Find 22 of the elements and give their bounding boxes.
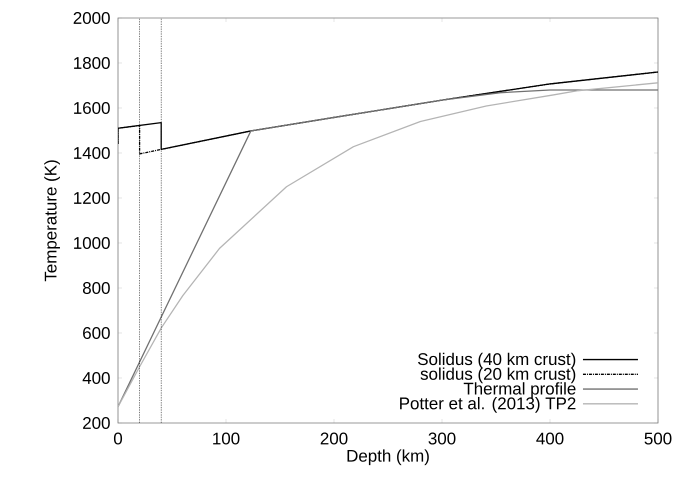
x-axis-title: Depth (km): [348, 449, 429, 466]
y-tick-label: 200: [83, 417, 110, 429]
legend-label: solidus (20 km crust): [420, 367, 576, 384]
y-tick-label: 1600: [74, 102, 110, 114]
x-tick-label: 0: [114, 432, 122, 445]
y-tick-label: 400: [82, 372, 110, 384]
legend-label: Solidus (40 km crust): [418, 352, 576, 368]
y-tick-label: 2000: [74, 12, 110, 24]
y-tick-label: 800: [82, 282, 110, 294]
x-tick-label: 200: [320, 432, 348, 445]
legend-label: Potter et al. (2013) TP2: [400, 396, 576, 413]
x-tick-label: 500: [644, 432, 672, 445]
y-tick-label: 1200: [74, 192, 110, 204]
legend-label: Thermal profile: [464, 382, 576, 398]
y-axis-title: Temperature (K): [44, 160, 60, 282]
y-tick-label: 1400: [74, 147, 110, 159]
y-tick-label: 1800: [74, 57, 110, 69]
x-tick-label: 300: [428, 432, 456, 445]
x-tick-label: 100: [213, 432, 240, 445]
y-tick-label: 600: [83, 327, 110, 339]
x-tick-label: 400: [536, 432, 564, 445]
y-tick-label: 1000: [74, 237, 110, 249]
